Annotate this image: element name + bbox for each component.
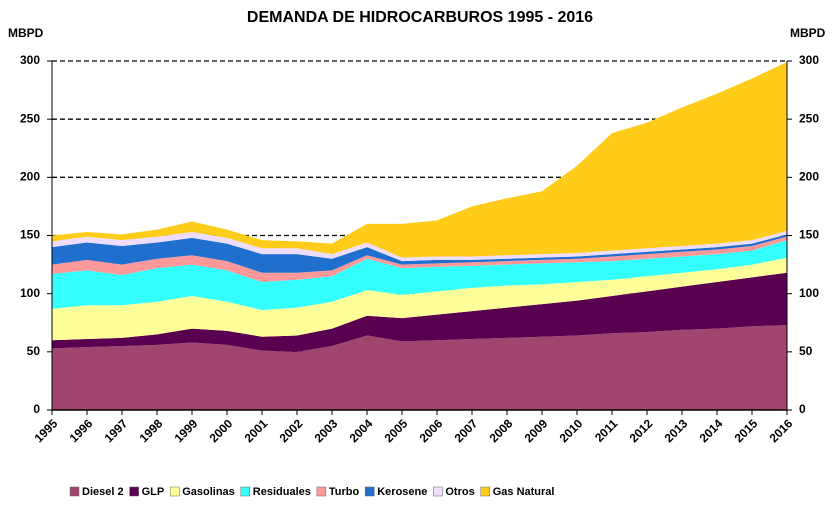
chart-title: DEMANDA DE HIDROCARBUROS 1995 - 2016 [247,9,593,26]
x-tick-label: 2013 [662,416,691,445]
legend-label: Turbo [329,486,360,498]
area [52,272,787,352]
y2-tick-label: 200 [799,170,819,184]
legend-label: Otros [445,486,474,498]
x-tick-label: 2001 [242,416,271,445]
legend-swatch [129,486,139,497]
legend-swatch [316,486,327,497]
x-tick-label: 2015 [732,416,761,445]
x-tick-label: 1998 [137,416,166,445]
legend-swatch [480,486,490,497]
x-tick-label: 2003 [312,416,341,445]
x-tick-label: 1997 [102,416,131,445]
area [52,230,787,262]
x-tick-label: 2000 [207,416,236,445]
y-tick-label: 150 [20,228,40,242]
x-tick-label: 2012 [627,416,656,445]
y-tick-label: 50 [27,344,41,358]
y-tick-label: 300 [20,53,40,67]
x-tick-label: 1996 [67,416,96,445]
x-tick-label: 2007 [452,416,481,445]
legend-label: Kerosene [377,486,427,498]
legend-label: Residuales [253,486,311,498]
y2-tick-label: 150 [799,228,819,242]
x-tick-label: 2006 [417,416,446,445]
y2-tick-label: 0 [799,402,806,416]
y-tick-label: 100 [20,286,40,300]
area [52,236,787,283]
legend-swatch [69,486,80,497]
x-tick-label: 2010 [557,416,586,445]
area [52,62,787,258]
x-tick-label: 2014 [697,416,726,445]
y-tick-label: 0 [33,402,40,416]
x-tick-label: 2005 [382,416,411,445]
y-axis-label: MBPD [8,26,44,40]
area [52,325,787,410]
legend-swatch [169,486,180,497]
area [52,240,787,310]
area [52,257,787,341]
y2-tick-label: 300 [799,53,819,67]
x-tick-label: 2008 [487,416,516,445]
y2-axis-label: MBPD [790,26,826,40]
y2-tick-label: 100 [799,286,819,300]
x-tick-label: 2016 [767,416,796,445]
legend-label: Gas Natural [493,486,555,498]
legend-swatch [364,486,375,497]
y-tick-label: 200 [20,170,40,184]
y2-tick-label: 250 [799,111,819,125]
x-tick-label: 2009 [522,416,551,445]
x-tick-label: 2011 [592,416,621,445]
x-tick-label: 2004 [347,416,376,445]
y-tick-label: 250 [20,111,40,125]
legend-label: Diesel 2 [82,486,124,498]
legend-label: Gasolinas [182,486,235,498]
x-tick-label: 1995 [32,416,61,445]
x-tick-label: 2002 [277,416,306,445]
legend-label: GLP [142,486,165,498]
legend-swatch [433,486,443,497]
x-tick-label: 1999 [172,416,201,445]
legend-swatch [240,486,251,497]
area [52,234,787,273]
y2-tick-label: 50 [799,344,813,358]
